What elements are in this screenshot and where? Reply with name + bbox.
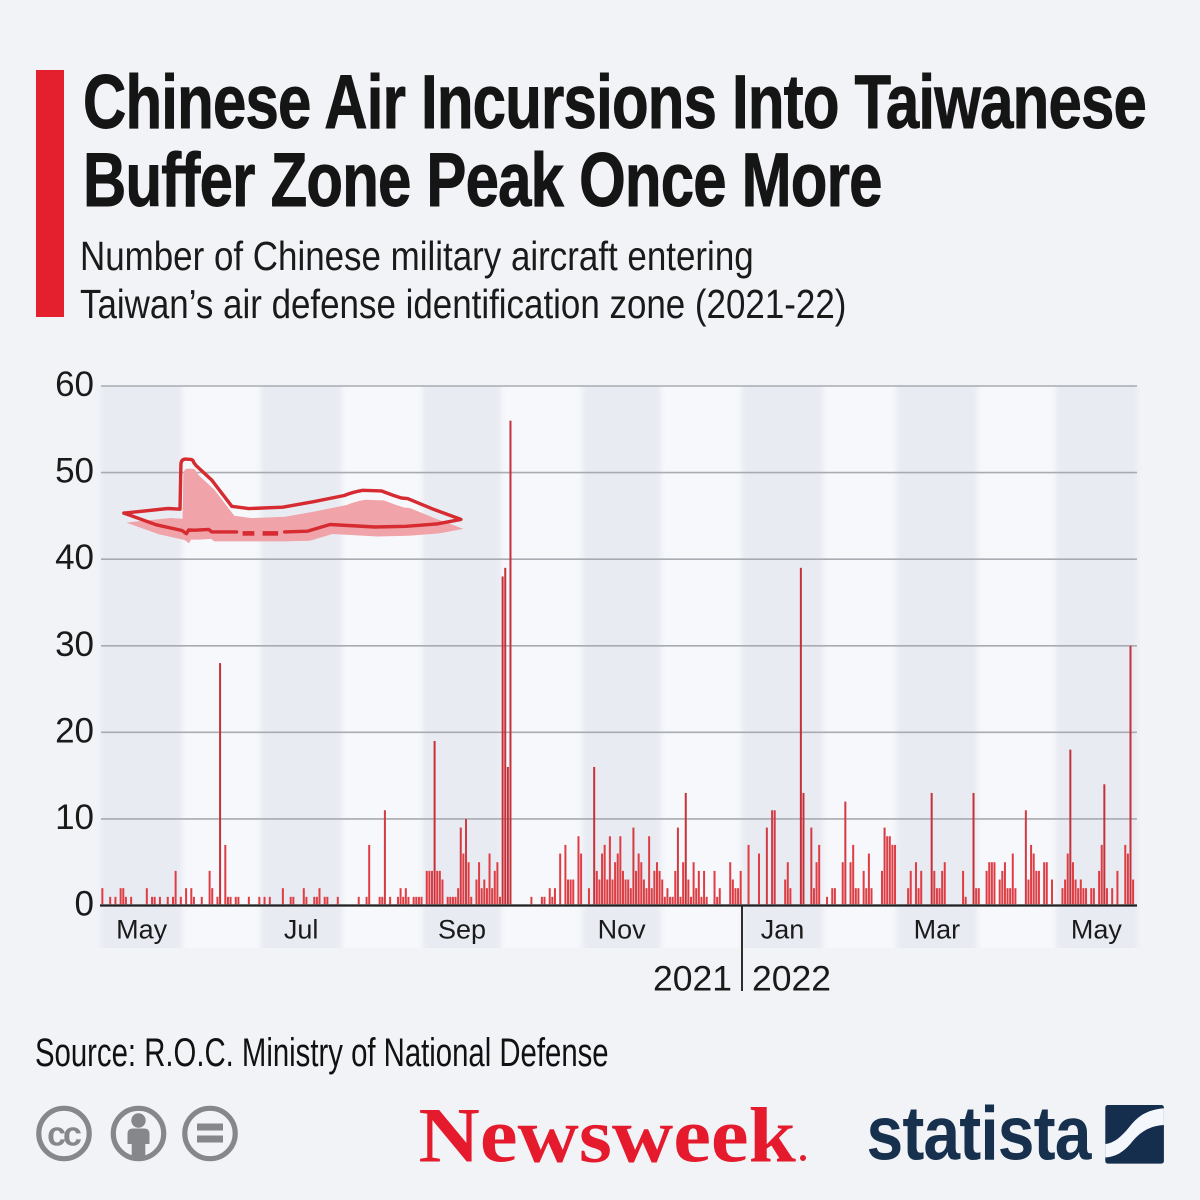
svg-text:Nov: Nov <box>598 915 647 945</box>
svg-text:Jul: Jul <box>284 915 319 945</box>
svg-text:statista: statista <box>867 1092 1093 1176</box>
svg-text:10: 10 <box>55 798 94 837</box>
svg-text:May: May <box>1071 915 1123 945</box>
svg-text:Sep: Sep <box>438 915 486 945</box>
svg-text:2021: 2021 <box>653 959 732 999</box>
svg-text:Mar: Mar <box>914 915 961 945</box>
svg-text:Newsweek: Newsweek <box>419 1092 797 1179</box>
svg-text:cc: cc <box>47 1116 81 1154</box>
svg-text:0: 0 <box>75 885 94 924</box>
svg-text:Jan: Jan <box>761 915 805 945</box>
svg-text:50: 50 <box>55 452 94 491</box>
svg-text:20: 20 <box>55 711 94 750</box>
svg-text:40: 40 <box>55 538 94 577</box>
svg-text:60: 60 <box>55 365 94 404</box>
svg-text:30: 30 <box>55 625 94 664</box>
svg-text:2022: 2022 <box>752 959 831 999</box>
svg-text:May: May <box>116 915 168 945</box>
